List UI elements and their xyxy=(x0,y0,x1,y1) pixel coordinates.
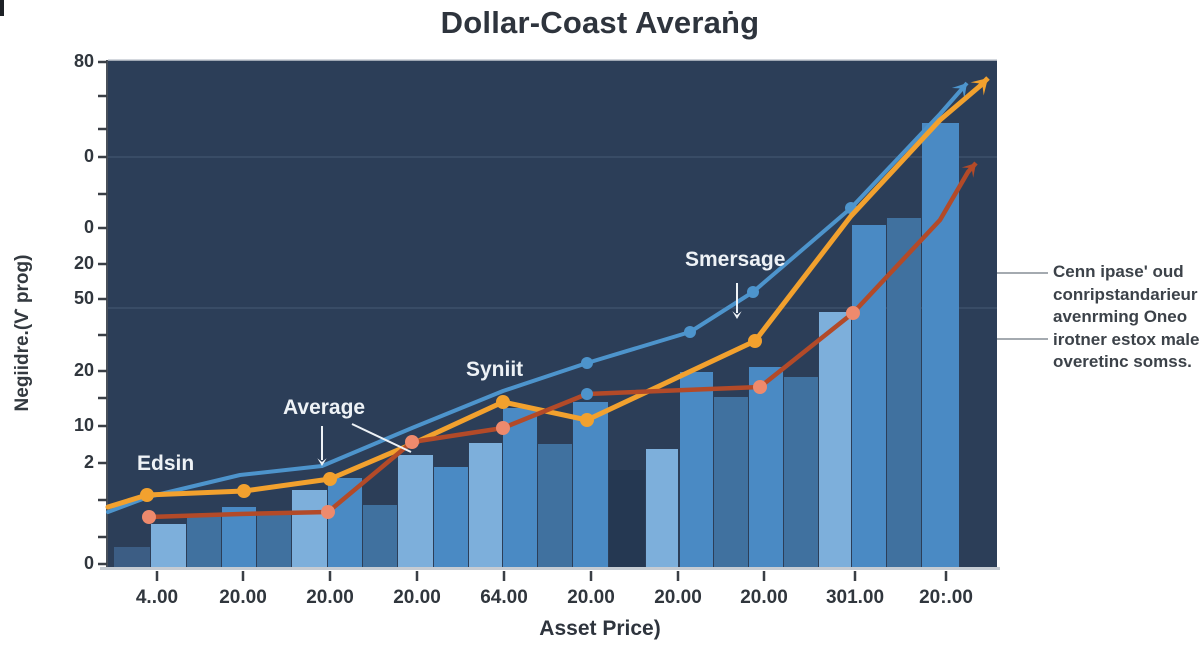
bar xyxy=(503,408,537,567)
bar xyxy=(538,444,572,567)
label-pointer-arrowhead-icon xyxy=(317,458,327,466)
chart-title: Dollar-Coast Averaṅg xyxy=(440,5,760,40)
bar xyxy=(573,402,608,567)
annotation-text-line: overetinc somss. xyxy=(1053,352,1192,372)
bar xyxy=(887,218,921,567)
bar xyxy=(257,514,291,567)
blue-trend-line-arrowhead-icon xyxy=(951,83,967,99)
x-tick-label: 301.00 xyxy=(825,587,885,608)
y-tick-label: 80 xyxy=(73,51,94,71)
series-label-syniit: Syniit xyxy=(466,358,524,381)
orange-trend-line-marker xyxy=(237,484,251,498)
annotation-text: Cenn ipase' oud conripstandarieur avenrmin… xyxy=(1053,261,1200,374)
blue-trend-line xyxy=(106,88,963,514)
blue-trend-line-marker xyxy=(581,357,593,369)
bar xyxy=(328,478,362,567)
bar xyxy=(292,490,327,567)
y-tick-label: 10 xyxy=(73,415,94,435)
x-tick-label: 20.00 xyxy=(219,587,267,608)
brick-trend-line-marker xyxy=(142,510,156,524)
bar xyxy=(784,377,818,567)
brick-trend-line-extra-marker xyxy=(581,388,593,400)
bar xyxy=(187,516,221,567)
bar xyxy=(749,367,783,567)
blue-trend-line-marker xyxy=(684,326,696,338)
bar xyxy=(434,467,468,567)
x-tick-label: 20.00 xyxy=(567,587,615,608)
bar xyxy=(469,443,502,567)
y-tick-label: 20 xyxy=(73,253,94,273)
bar xyxy=(609,470,645,567)
y-tick-label: 2 xyxy=(83,452,94,472)
x-tick-label: 64.00 xyxy=(480,587,528,608)
x-tick-label: 20.00 xyxy=(654,587,702,608)
x-tick-label: 4..00 xyxy=(135,587,179,608)
series-label-edsin: Edsin xyxy=(137,452,195,475)
orange-trend-line-marker xyxy=(748,334,762,348)
x-tick-label: 20.00 xyxy=(306,587,354,608)
brick-trend-line-marker xyxy=(846,306,860,320)
label-pointer-line xyxy=(351,423,412,453)
y-tick-label: 0 xyxy=(83,146,94,166)
annotation-text-line: avenrming Oneo xyxy=(1053,307,1188,327)
label-pointer-arrowhead-icon xyxy=(732,311,742,319)
bar xyxy=(819,312,851,567)
orange-trend-line-arrowhead-icon xyxy=(970,78,988,96)
bar xyxy=(646,449,678,567)
y-tick-label: 0 xyxy=(83,217,94,237)
x-tick-label: 20:.00 xyxy=(919,587,973,608)
brick-trend-line-arrowhead-icon xyxy=(961,163,976,178)
bar xyxy=(222,507,256,567)
brick-trend-line-marker xyxy=(753,380,767,394)
corner-artifact xyxy=(0,0,4,16)
orange-trend-line-marker xyxy=(323,472,337,486)
x-axis-title: Asset Price) xyxy=(539,617,661,640)
brick-trend-line xyxy=(146,169,971,520)
bar xyxy=(680,372,713,567)
y-tick-label: 50 xyxy=(73,288,94,308)
annotation-text-line: Cenn ipase' oud xyxy=(1053,262,1184,281)
annotation-text-line: conripstandarieur xyxy=(1053,284,1198,304)
y-tick-label: 20 xyxy=(73,360,94,380)
orange-trend-line-marker xyxy=(580,413,594,427)
brick-trend-line-marker xyxy=(496,421,510,435)
bar xyxy=(922,123,959,567)
annotation-text-line: irotner estox male xyxy=(1053,329,1200,349)
orange-trend-line-marker xyxy=(140,488,154,502)
x-tick-label: 20.00 xyxy=(393,587,441,608)
orange-trend-line-marker xyxy=(496,395,510,409)
brick-trend-line-marker xyxy=(321,505,335,519)
series-label-average: Average xyxy=(283,396,366,419)
bar xyxy=(398,455,433,567)
bar xyxy=(852,225,886,567)
blue-trend-line-marker xyxy=(747,286,759,298)
series-label-smersage: Smersage xyxy=(685,248,786,271)
bar xyxy=(151,524,186,567)
bar xyxy=(363,505,397,567)
y-tick-label: 0 xyxy=(83,553,94,573)
bar xyxy=(114,547,150,567)
x-tick-label: 20.00 xyxy=(740,587,788,608)
brick-trend-line-marker xyxy=(405,435,419,449)
bar xyxy=(714,397,748,567)
